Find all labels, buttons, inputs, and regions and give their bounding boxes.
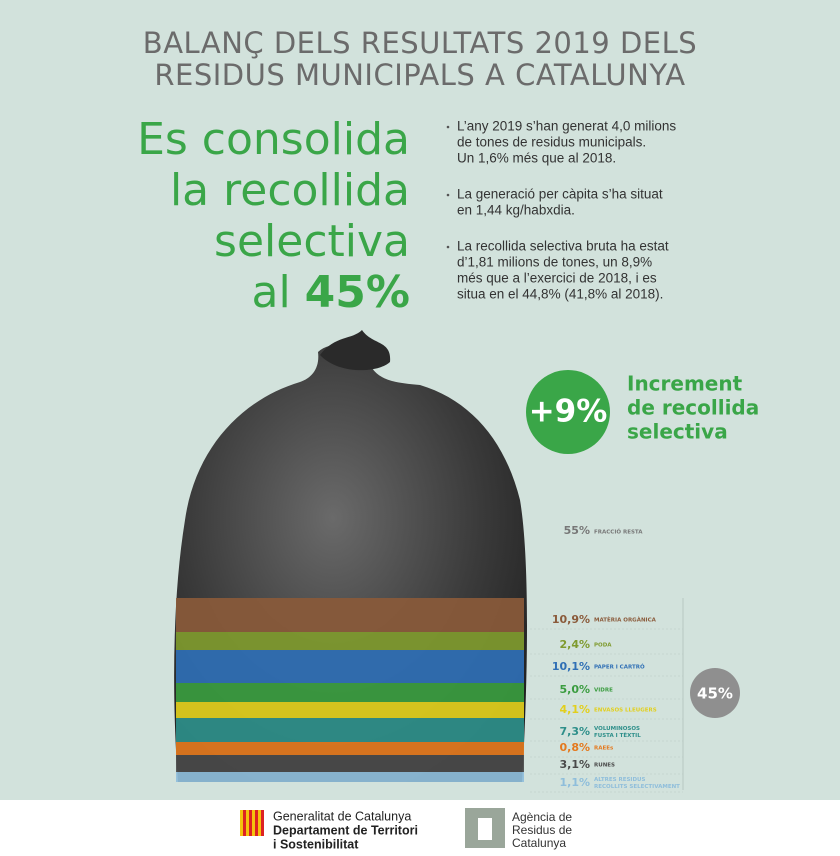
headline-last: al 45%: [251, 267, 410, 318]
bullet-text: més que a l’exercici de 2018, i es: [457, 271, 657, 286]
breakdown-value: 3,1%: [559, 758, 590, 771]
bullet-text: de tones de residus municipals.: [457, 135, 646, 150]
generalitat-text: Generalitat de Catalunya: [273, 809, 411, 823]
breakdown-label: VOLUMINOSOS: [594, 726, 640, 732]
increment-text: de recollida: [627, 396, 759, 420]
bullet-text: d’1,81 milions de tones, un 8,9%: [457, 255, 652, 270]
rest-label: FRACCIÓ RESTA: [594, 529, 643, 536]
bullet-dot: [446, 245, 450, 249]
breakdown-label: VIDRE: [594, 688, 613, 694]
bullet-text: La generació per càpita s’ha situat: [457, 187, 663, 202]
generalitat-logo: [240, 810, 264, 836]
breakdown-label: RAEEs: [594, 746, 614, 752]
breakdown-value: 0,8%: [559, 741, 590, 754]
breakdown-value: 1,1%: [559, 776, 590, 789]
title-line: RESIDUS MUNICIPALS A CATALUNYA: [154, 58, 685, 92]
breakdown-label: RUNES: [594, 763, 615, 769]
breakdown-value: 10,1%: [552, 660, 590, 673]
increment-circle: [526, 370, 610, 454]
breakdown-label: PODA: [594, 643, 612, 649]
selective-total: 45%: [697, 685, 733, 703]
waste-band: [176, 702, 524, 718]
title-line: BALANÇ DELS RESULTATS 2019 DELS: [143, 26, 697, 60]
waste-band: [176, 742, 524, 755]
waste-band: [176, 598, 524, 632]
generalitat-text: Departament de Territori: [273, 823, 418, 837]
breakdown-label: PAPER I CARTRÓ: [594, 664, 645, 671]
bullet-dot: [446, 193, 450, 197]
generalitat-text: i Sostenibilitat: [273, 837, 359, 851]
headline-line: selectiva: [214, 216, 410, 267]
arc-text: Agència de: [512, 810, 572, 824]
headline-prefix: al: [251, 267, 290, 318]
headline-line: Es consolida: [137, 114, 410, 165]
increment-value: +9%: [529, 394, 608, 430]
breakdown-label: RECOLLITS SELECTIVAMENT: [594, 784, 680, 790]
increment-text: selectiva: [627, 420, 728, 444]
breakdown-value: 2,4%: [559, 638, 590, 651]
waste-band: [176, 755, 524, 772]
breakdown-label: ENVASOS LLEUGERS: [594, 708, 657, 714]
headline-line: la recollida: [170, 165, 410, 216]
arc-text: Residus de: [512, 823, 572, 837]
breakdown-value: 5,0%: [559, 683, 590, 696]
bullet-text: L’any 2019 s’han generat 4,0 milions: [457, 119, 676, 134]
bullet-text: en 1,44 kg/habxdia.: [457, 203, 575, 218]
breakdown-label: ALTRES RESIDUS: [594, 777, 646, 783]
waste-band: [176, 772, 524, 782]
arc-logo: [465, 808, 505, 848]
arc-text: Catalunya: [512, 836, 566, 850]
breakdown-value: 7,3%: [559, 725, 590, 738]
bullet-text: situa en el 44,8% (41,8% al 2018).: [457, 287, 663, 302]
waste-band: [176, 632, 524, 650]
bullet-text: Un 1,6% més que al 2018.: [457, 151, 616, 166]
bullet-dot: [446, 125, 450, 129]
breakdown-value: 10,9%: [552, 613, 590, 626]
rest-value: 55%: [564, 524, 590, 537]
waste-band: [176, 650, 524, 683]
total-circle: [690, 668, 740, 718]
bag-knot: [320, 330, 391, 371]
waste-band: [176, 683, 524, 702]
breakdown-value: 4,1%: [559, 703, 590, 716]
footer-strip: [0, 800, 840, 856]
breakdown-label: FUSTA I TÈXTIL: [594, 731, 641, 739]
increment-text: Increment: [627, 372, 743, 396]
headline-value: 45%: [305, 267, 410, 318]
bullet-text: La recollida selectiva bruta ha estat: [457, 239, 669, 254]
breakdown-label: MATÈRIA ORGÀNICA: [594, 616, 657, 624]
waste-band: [176, 718, 524, 742]
